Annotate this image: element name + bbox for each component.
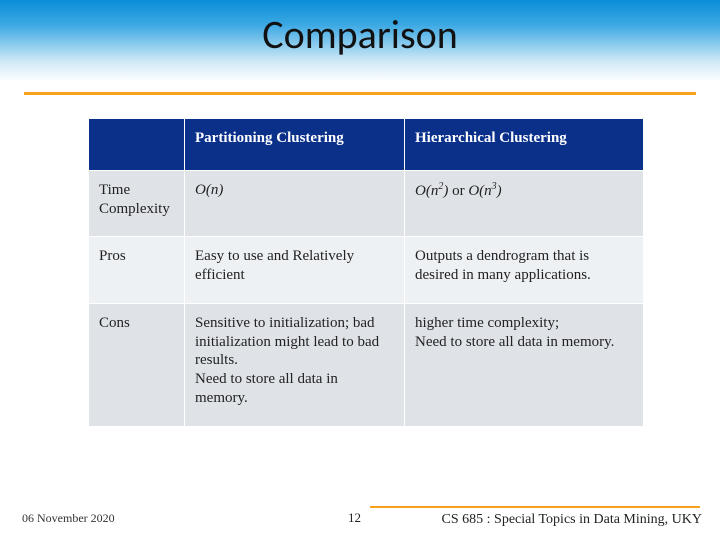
table-header-blank: [89, 119, 185, 171]
slide: Comparison Partitioning Clustering Hiera…: [0, 0, 720, 540]
footer: 06 November 2020 12 CS 685 : Special Top…: [0, 500, 720, 528]
footer-date: 06 November 2020: [22, 511, 115, 526]
table-row: Time ComplexityO(n)O(n2) or O(n3): [89, 170, 644, 237]
row-label: Pros: [89, 237, 185, 304]
table-row: ConsSensitive to initialization; bad ini…: [89, 303, 644, 426]
footer-page-number: 12: [348, 510, 361, 526]
footer-orange-line: [370, 506, 700, 508]
row-cell-partitioning: O(n): [185, 170, 405, 237]
table-row: ProsEasy to use and Relatively efficient…: [89, 237, 644, 304]
table-body: Time ComplexityO(n)O(n2) or O(n3)ProsEas…: [89, 170, 644, 426]
row-label: Time Complexity: [89, 170, 185, 237]
table-header-partitioning: Partitioning Clustering: [185, 119, 405, 171]
row-cell-hierarchical: Outputs a dendrogram that is desired in …: [405, 237, 644, 304]
slide-title: Comparison: [0, 10, 720, 59]
footer-course: CS 685 : Special Topics in Data Mining, …: [442, 512, 702, 528]
comparison-table: Partitioning Clustering Hierarchical Clu…: [88, 118, 644, 427]
title-underline: [24, 92, 696, 95]
comparison-table-wrap: Partitioning Clustering Hierarchical Clu…: [88, 118, 643, 427]
table-header-row: Partitioning Clustering Hierarchical Clu…: [89, 119, 644, 171]
row-cell-hierarchical: O(n2) or O(n3): [405, 170, 644, 237]
row-cell-partitioning: Sensitive to initialization; bad initial…: [185, 303, 405, 426]
row-cell-partitioning: Easy to use and Relatively efficient: [185, 237, 405, 304]
row-label: Cons: [89, 303, 185, 426]
row-cell-hierarchical: higher time complexity;Need to store all…: [405, 303, 644, 426]
table-header-hierarchical: Hierarchical Clustering: [405, 119, 644, 171]
